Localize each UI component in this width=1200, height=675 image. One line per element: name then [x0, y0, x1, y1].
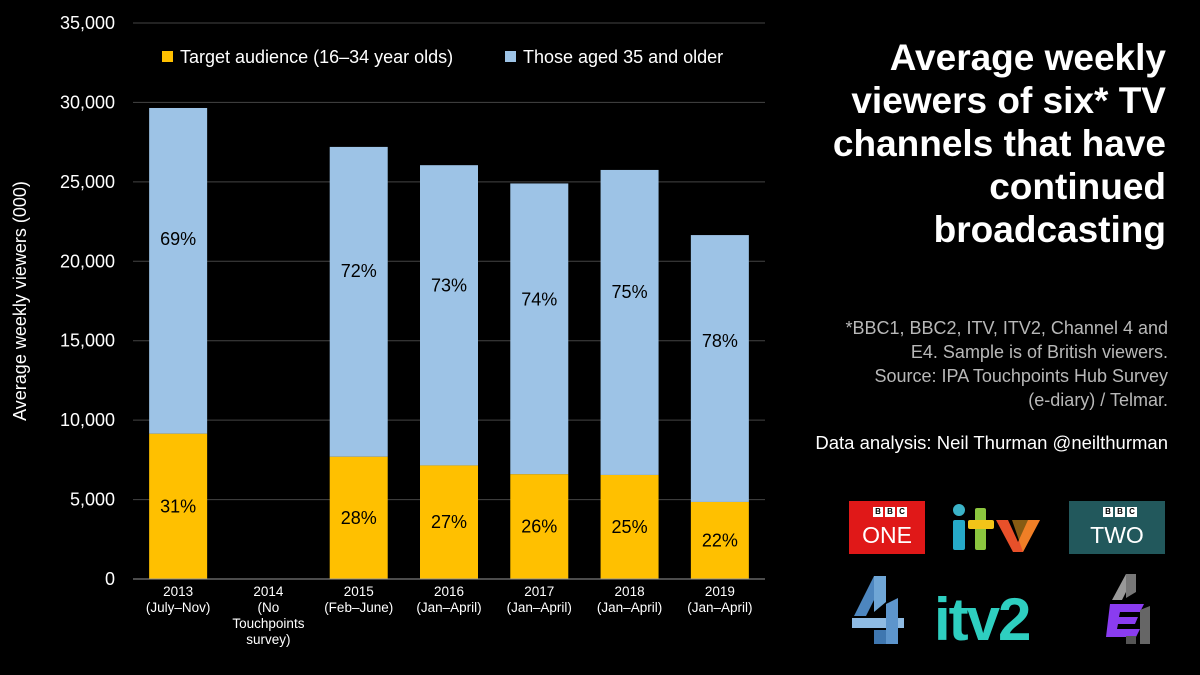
- bbc-two-logo: B B C TWO: [1069, 501, 1165, 554]
- itv2-wordmark: itv2: [934, 592, 1029, 648]
- y-tick-label: 20,000: [60, 251, 115, 271]
- y-tick-label: 35,000: [60, 13, 115, 33]
- data-label: 73%: [431, 275, 467, 295]
- x-tick-label: 2013: [163, 584, 193, 599]
- y-axis-ticks: 0 5,000 10,000 15,000 20,000 25,000 30,000 35,0…: [60, 13, 115, 589]
- legend-swatch-older: [505, 51, 516, 62]
- data-label: 69%: [160, 229, 196, 249]
- title-line: viewers of six* TV: [851, 80, 1166, 121]
- note-line: *BBC1, BBC2, ITV, ITV2, Channel 4 and: [845, 318, 1168, 338]
- bbc-one-label: ONE: [862, 522, 912, 548]
- x-tick-label: (Jan–April): [507, 600, 572, 615]
- data-label: 78%: [702, 331, 738, 351]
- x-tick-label: 2018: [615, 584, 645, 599]
- y-tick-label: 0: [105, 569, 115, 589]
- e4-logo: [1106, 574, 1150, 644]
- bbc-letter-box: B: [1115, 507, 1125, 517]
- legend-label-target: Target audience (16–34 year olds): [180, 47, 453, 67]
- bar-target-audience: [420, 465, 478, 579]
- bbc-letter-box: B: [885, 507, 895, 517]
- note-line: (e-diary) / Telmar.: [1028, 390, 1168, 410]
- title-line: broadcasting: [933, 209, 1166, 250]
- x-tick-label: (Feb–June): [324, 600, 393, 615]
- data-label: 28%: [341, 508, 377, 528]
- title-line: Average weekly: [889, 37, 1166, 78]
- data-label: 72%: [341, 261, 377, 281]
- x-tick-label: 2016: [434, 584, 464, 599]
- data-label: 26%: [521, 517, 557, 537]
- data-label: 75%: [612, 282, 648, 302]
- x-tick-label: (No: [258, 600, 280, 615]
- bar-aged-35-older: [149, 107, 208, 434]
- bbc-letter-box: C: [897, 507, 907, 517]
- channel-4-logo: [852, 576, 904, 644]
- bar-aged-35-older: [329, 146, 388, 457]
- bar-aged-35-older: [420, 165, 478, 466]
- bar-aged-35-older: [510, 183, 569, 475]
- bar-target-audience: [329, 456, 388, 579]
- x-tick-label: (Jan–April): [687, 600, 752, 615]
- x-tick-label: 2017: [524, 584, 554, 599]
- x-tick-label: survey): [246, 632, 290, 647]
- bar-target-audience: [510, 474, 569, 579]
- x-tick-label: 2015: [344, 584, 374, 599]
- analysis-credit: Data analysis: Neil Thurman @neilthurman: [815, 432, 1168, 453]
- data-label: 27%: [431, 512, 467, 532]
- source-note: *BBC1, BBC2, ITV, ITV2, Channel 4 and E4…: [778, 316, 1168, 412]
- data-label: 22%: [702, 530, 738, 550]
- y-tick-label: 15,000: [60, 331, 115, 351]
- bar-target-audience: [149, 433, 208, 579]
- x-tick-label: (Jan–April): [597, 600, 662, 615]
- x-tick-label: 2014: [253, 584, 284, 599]
- legend: Target audience (16–34 year olds) Those …: [162, 47, 723, 67]
- bbc-two-label: TWO: [1090, 522, 1144, 548]
- data-label: 31%: [160, 496, 196, 516]
- title-line: continued: [989, 166, 1166, 207]
- title-line: channels that have: [832, 123, 1166, 164]
- stacked-bar-chart: 0 5,000 10,000 15,000 20,000 25,000 30,000 35,0…: [10, 13, 765, 647]
- note-line: Source: IPA Touchpoints Hub Survey: [874, 366, 1168, 386]
- data-label: 25%: [612, 517, 648, 537]
- bbc-letter-box: B: [1103, 507, 1113, 517]
- itv2-logo: itv2: [934, 592, 1031, 648]
- bbc-one-logo: B B C ONE: [849, 501, 925, 554]
- legend-swatch-target: [162, 51, 173, 62]
- y-tick-label: 25,000: [60, 172, 115, 192]
- x-tick-label: (Jan–April): [416, 600, 481, 615]
- itv-logo: [953, 504, 1040, 552]
- y-tick-label: 30,000: [60, 92, 115, 112]
- bar-target-audience: [600, 474, 659, 579]
- y-tick-label: 5,000: [70, 490, 115, 510]
- legend-label-older: Those aged 35 and older: [523, 47, 723, 67]
- note-line: E4. Sample is of British viewers.: [910, 342, 1168, 362]
- y-axis-title: Average weekly viewers (000): [10, 181, 30, 421]
- x-tick-label: 2019: [705, 584, 735, 599]
- bar-aged-35-older: [600, 169, 659, 475]
- x-tick-label: (July–Nov): [146, 600, 211, 615]
- page-title: Average weekly viewers of six* TV channe…: [786, 36, 1166, 251]
- bbc-letter-box: C: [1127, 507, 1137, 517]
- bbc-letter-box: B: [873, 507, 883, 517]
- y-tick-label: 10,000: [60, 410, 115, 430]
- bar-aged-35-older: [690, 235, 749, 502]
- bar-target-audience: [690, 501, 749, 579]
- x-tick-label: Touchpoints: [232, 616, 304, 631]
- bars: 31% 69% 28% 72% 27% 73% 26% 74% 25% 75% 22% 78%: [149, 107, 749, 579]
- data-label: 74%: [521, 290, 557, 310]
